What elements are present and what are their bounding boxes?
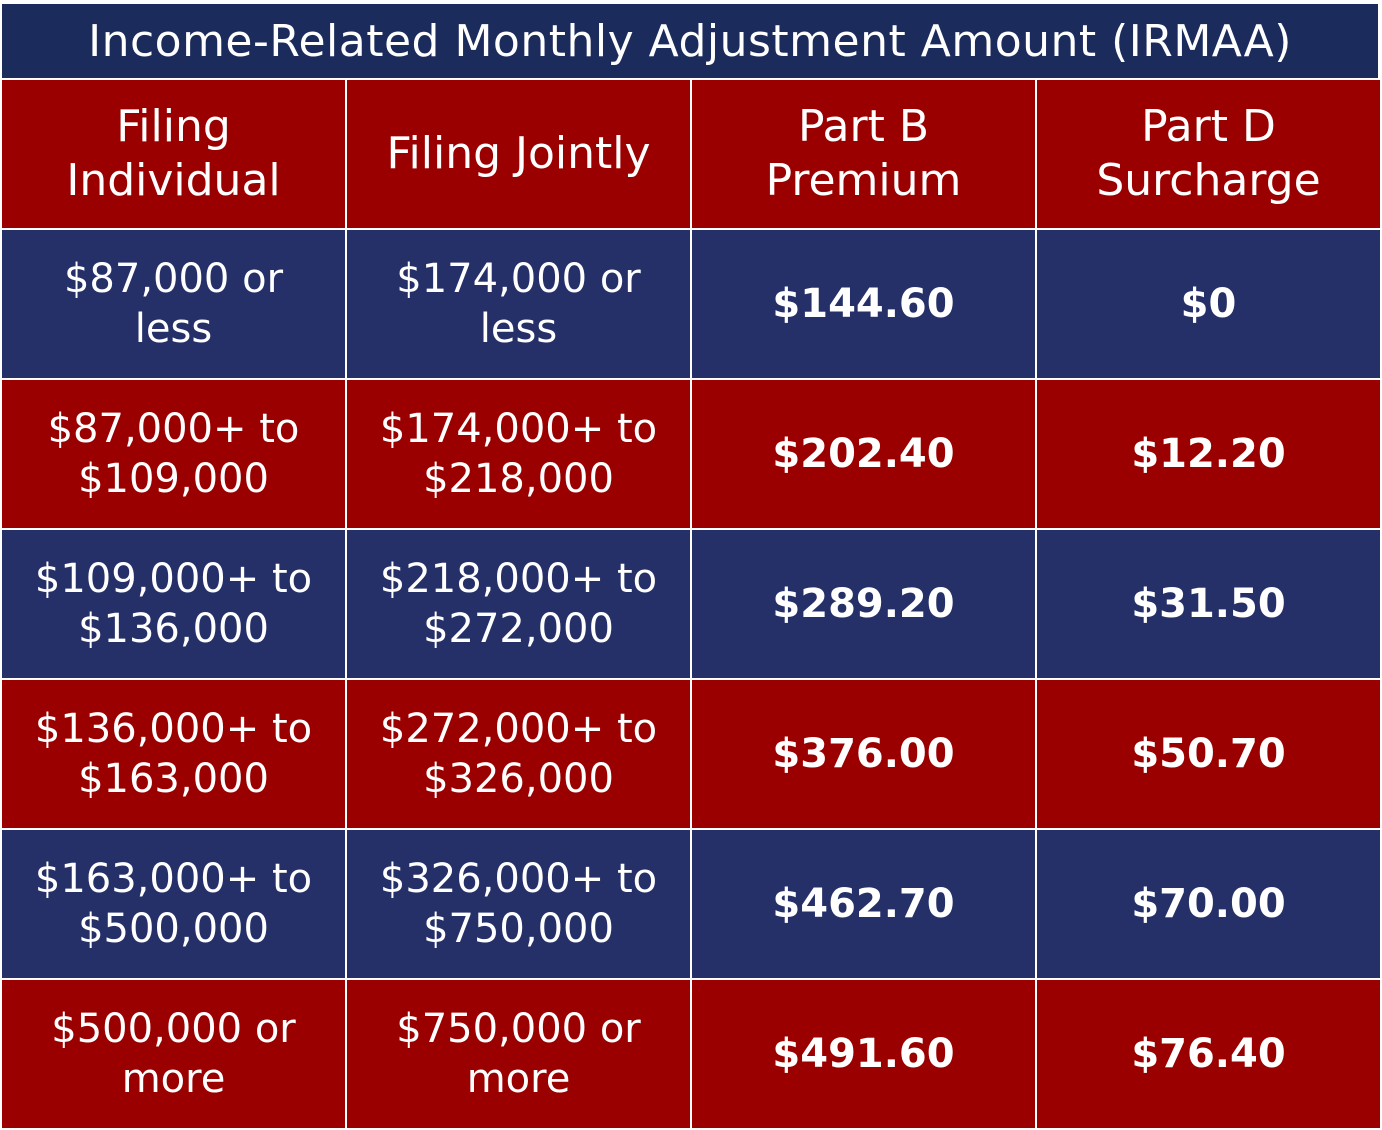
header-part-b-premium: Part B Premium	[692, 80, 1035, 228]
cell-line: less	[479, 306, 558, 352]
row-3-individual: $136,000+ to $163,000	[2, 680, 345, 828]
row-4-part-d: $70.00	[1037, 830, 1380, 978]
cell-line: $136,000	[78, 606, 269, 652]
row-1-part-d: $12.20	[1037, 380, 1380, 528]
header-line: Filing Jointly	[386, 128, 651, 179]
cell-line: $500,000 or	[51, 1006, 296, 1052]
row-1-jointly: $174,000+ to $218,000	[347, 380, 690, 528]
cell-line: $174,000+ to	[379, 406, 658, 452]
header-line: Part D	[1141, 101, 1276, 152]
row-4-jointly: $326,000+ to $750,000	[347, 830, 690, 978]
row-3-part-b: $376.00	[692, 680, 1035, 828]
row-2-part-d: $31.50	[1037, 530, 1380, 678]
row-5-individual: $500,000 or more	[2, 980, 345, 1128]
cell-line: $136,000+ to	[34, 706, 313, 752]
header-filing-individual: Filing Individual	[2, 80, 345, 228]
row-1-part-b: $202.40	[692, 380, 1035, 528]
cell-line: less	[134, 306, 213, 352]
cell-line: $218,000	[423, 456, 614, 502]
row-3-jointly: $272,000+ to $326,000	[347, 680, 690, 828]
header-line: Part B	[797, 101, 930, 152]
cell-line: $174,000 or	[396, 256, 641, 302]
cell-line: $109,000	[78, 456, 269, 502]
row-1-individual: $87,000+ to $109,000	[2, 380, 345, 528]
header-filing-jointly: Filing Jointly	[347, 80, 690, 228]
row-0-jointly: $174,000 or less	[347, 230, 690, 378]
header-part-d-surcharge: Part D Surcharge	[1037, 80, 1380, 228]
row-0-part-b: $144.60	[692, 230, 1035, 378]
row-0-individual: $87,000 or less	[2, 230, 345, 378]
cell-line: $163,000	[78, 756, 269, 802]
header-line: Surcharge	[1096, 155, 1321, 206]
row-3-part-d: $50.70	[1037, 680, 1380, 828]
header-line: Filing	[116, 101, 231, 152]
cell-line: $87,000+ to	[47, 406, 300, 452]
cell-line: $109,000+ to	[34, 556, 313, 602]
row-2-part-b: $289.20	[692, 530, 1035, 678]
cell-line: more	[121, 1056, 226, 1102]
cell-line: more	[466, 1056, 571, 1102]
cell-line: $326,000	[423, 756, 614, 802]
header-line: Premium	[765, 155, 962, 206]
cell-line: $750,000 or	[396, 1006, 641, 1052]
cell-line: $750,000	[423, 906, 614, 952]
cell-line: $163,000+ to	[34, 856, 313, 902]
row-5-part-b: $491.60	[692, 980, 1035, 1128]
table-grid: Filing Individual Filing Jointly Part B …	[2, 80, 1380, 1128]
table-title-bar: Income-Related Monthly Adjustment Amount…	[2, 4, 1378, 78]
cell-line: $500,000	[78, 906, 269, 952]
row-4-individual: $163,000+ to $500,000	[2, 830, 345, 978]
header-line: Individual	[66, 155, 281, 206]
row-2-individual: $109,000+ to $136,000	[2, 530, 345, 678]
row-0-part-d: $0	[1037, 230, 1380, 378]
cell-line: $326,000+ to	[379, 856, 658, 902]
cell-line: $272,000+ to	[379, 706, 658, 752]
cell-line: $272,000	[423, 606, 614, 652]
row-2-jointly: $218,000+ to $272,000	[347, 530, 690, 678]
row-5-part-d: $76.40	[1037, 980, 1380, 1128]
cell-line: $87,000 or	[63, 256, 284, 302]
row-4-part-b: $462.70	[692, 830, 1035, 978]
row-5-jointly: $750,000 or more	[347, 980, 690, 1128]
cell-line: $218,000+ to	[379, 556, 658, 602]
table-title: Income-Related Monthly Adjustment Amount…	[88, 15, 1292, 67]
